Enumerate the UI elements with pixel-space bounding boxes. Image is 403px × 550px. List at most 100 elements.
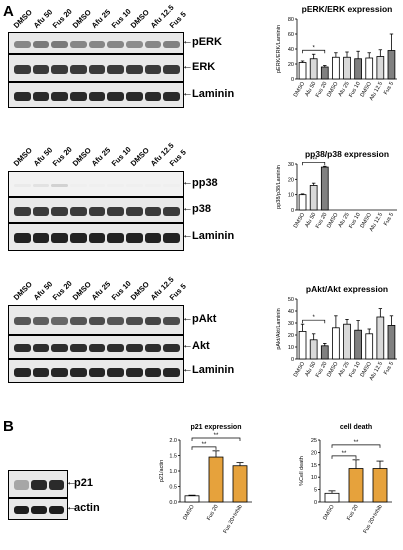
blot-band <box>31 506 47 514</box>
y-tick-label: 30 <box>288 321 294 327</box>
blot-band <box>14 480 30 490</box>
y-tick-label: 20 <box>288 333 294 339</box>
arrow-left-icon: ← <box>182 312 193 324</box>
lane-label: DMSO <box>70 279 93 302</box>
blot-band <box>32 206 50 216</box>
band-label-actin: actin <box>74 502 100 514</box>
lane-label: Afu 50 <box>31 7 54 30</box>
lane-label: DMSO <box>70 145 93 168</box>
blot-band <box>126 344 143 352</box>
blot-band <box>51 206 68 216</box>
significance-label: *** <box>310 157 318 163</box>
blot-band <box>126 367 143 377</box>
arrow-left-icon: ← <box>182 339 193 351</box>
blot-band <box>88 317 106 325</box>
bar <box>332 327 340 360</box>
category-label: Fus 20+Inhib <box>223 504 244 535</box>
blot-band <box>70 367 87 377</box>
blot-band <box>144 344 162 352</box>
y-tick-label: 40 <box>288 47 294 53</box>
blot-band <box>163 183 180 187</box>
blot-band <box>144 91 162 101</box>
band-label-p38: p38 <box>192 203 211 215</box>
blot-band <box>32 344 50 352</box>
panel-letter-b: B <box>3 418 14 435</box>
y-axis-label: p21/actin <box>159 460 165 482</box>
chart-pakt-akt: pAkt/Akt expression 0 10 20 30 40 50 pAkt/Akt/L… <box>276 284 397 382</box>
lane-label: Afu 50 <box>31 145 54 168</box>
y-tick-label: 10 <box>311 475 317 481</box>
significance-bracket <box>331 455 357 459</box>
band-label-laminin: Laminin <box>192 88 235 100</box>
bar <box>309 58 318 80</box>
significance-label: ** <box>354 440 359 446</box>
lane-label: Fus 20 <box>50 144 74 168</box>
y-tick-label: 80 <box>288 17 294 23</box>
category-label: Fus 20+Inhib <box>363 504 384 535</box>
band-label-perk: pERK <box>192 36 222 48</box>
lane-label: Afu 25 <box>89 145 113 168</box>
blot-band <box>32 317 50 325</box>
blot-band <box>14 206 31 216</box>
blot-band <box>163 367 180 377</box>
blot-band <box>107 344 124 352</box>
blot-band <box>51 233 68 243</box>
arrow-left-icon: ← <box>182 176 193 188</box>
lane-label: Afu 25 <box>89 7 113 30</box>
blot-band <box>144 40 162 48</box>
band-label-pp38: pp38 <box>192 177 218 189</box>
blot-band <box>163 40 180 48</box>
y-tick-label: 10 <box>288 193 294 199</box>
category-label: Fus 5 <box>383 361 395 376</box>
blot-band <box>14 64 31 74</box>
blot-band <box>163 206 180 216</box>
bar <box>376 316 385 360</box>
significance-bracket <box>302 49 326 54</box>
blot-band <box>126 40 143 48</box>
y-tick-label: 50 <box>288 297 294 303</box>
blot-band <box>144 64 162 74</box>
category-label: DMSO <box>322 503 336 521</box>
blot-row-laminin <box>8 223 184 251</box>
lane-label: DMSO <box>70 7 93 31</box>
y-tick-label: 2.0 <box>169 438 177 444</box>
blot-band <box>14 40 31 48</box>
lane-label: Fus 10 <box>109 144 133 168</box>
blot-band <box>144 367 162 377</box>
lane-label: DMSO <box>128 279 151 302</box>
blot-band <box>70 206 87 216</box>
significance-bracket <box>302 319 326 324</box>
blot-band <box>107 91 124 101</box>
blot-band <box>51 91 68 101</box>
arrow-left-icon: ← <box>182 363 193 375</box>
blot-band <box>70 233 87 243</box>
y-tick-label: 20 <box>288 177 294 183</box>
bar <box>320 66 329 80</box>
chart-title: p21 expression <box>191 424 242 431</box>
category-label: Fus 5 <box>383 212 395 227</box>
bar <box>348 468 364 503</box>
blot-band <box>126 183 143 187</box>
blot-band <box>32 233 50 243</box>
blot-row-pakt <box>8 305 184 335</box>
significance-label: * <box>312 315 315 321</box>
y-tick-label: 0.5 <box>169 485 177 491</box>
bar <box>298 62 307 80</box>
lane-label: Fus 10 <box>109 6 133 31</box>
bar <box>343 323 351 360</box>
blot-band <box>107 183 124 187</box>
lane-label: DMSO <box>128 7 151 31</box>
blot-band <box>14 91 31 101</box>
blot-band <box>88 367 106 377</box>
chart-p21: p21 expression 0.0 0.5 1.0 1.5 2.0 p21/actin DM… <box>159 424 252 535</box>
blot-row-laminin <box>8 359 184 383</box>
bar <box>298 331 307 360</box>
y-tick-label: 5 <box>314 488 317 494</box>
chart-title: pERK/ERK expression <box>302 4 393 14</box>
lane-label: Afu 50 <box>31 279 54 302</box>
significance-bracket <box>191 446 217 450</box>
arrow-left-icon: ← <box>182 202 193 214</box>
blot-row-pp38 <box>8 171 184 197</box>
bar <box>343 56 351 80</box>
bar <box>309 339 318 360</box>
